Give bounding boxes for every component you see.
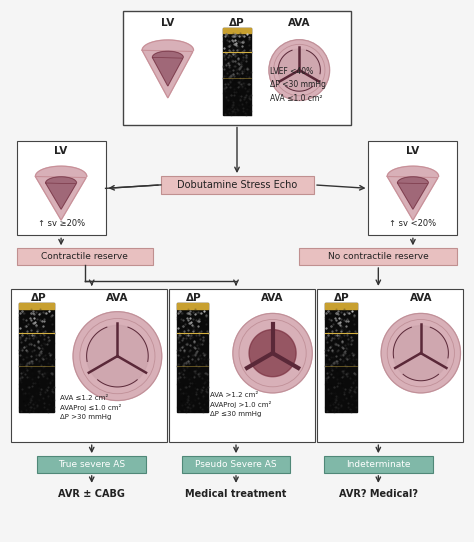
Circle shape <box>233 313 312 393</box>
Polygon shape <box>249 330 273 365</box>
Text: Medical treatment: Medical treatment <box>185 489 287 499</box>
Polygon shape <box>299 49 320 81</box>
Polygon shape <box>36 166 87 220</box>
Text: Contractile reserve: Contractile reserve <box>41 252 128 261</box>
Text: Indeterminate: Indeterminate <box>346 460 410 469</box>
Polygon shape <box>387 166 438 220</box>
Text: AVA: AVA <box>106 293 128 303</box>
Polygon shape <box>87 325 118 371</box>
Bar <box>223 28 251 33</box>
Text: AVA: AVA <box>288 17 310 28</box>
Bar <box>325 302 356 411</box>
Circle shape <box>269 40 329 100</box>
Text: True severe AS: True severe AS <box>58 460 125 469</box>
Polygon shape <box>397 353 445 380</box>
Bar <box>177 302 209 411</box>
Text: AVR ± CABG: AVR ± CABG <box>58 489 125 499</box>
Polygon shape <box>281 70 318 91</box>
Polygon shape <box>142 40 193 98</box>
Bar <box>325 302 356 309</box>
Polygon shape <box>46 177 76 209</box>
Bar <box>182 456 291 473</box>
Text: ↑ sv ≥20%: ↑ sv ≥20% <box>37 219 85 228</box>
Text: ΔP: ΔP <box>30 293 46 303</box>
Text: ↑ sv <20%: ↑ sv <20% <box>389 219 437 228</box>
Circle shape <box>387 319 455 387</box>
Bar <box>169 289 315 442</box>
Text: No contractile reserve: No contractile reserve <box>328 252 428 261</box>
Polygon shape <box>153 51 183 86</box>
Text: LVEF <40%
ΔP <30 mmHg
AVA ≤1.0 cm²: LVEF <40% ΔP <30 mmHg AVA ≤1.0 cm² <box>270 67 326 102</box>
Bar <box>17 248 153 265</box>
Text: ΔP: ΔP <box>229 17 245 28</box>
Text: LV: LV <box>55 146 68 156</box>
Circle shape <box>381 313 460 393</box>
Bar <box>11 289 167 442</box>
Polygon shape <box>118 325 148 371</box>
Text: LV: LV <box>406 146 419 156</box>
Polygon shape <box>273 330 296 365</box>
Circle shape <box>80 319 155 393</box>
Bar <box>37 456 146 473</box>
Bar <box>17 141 106 235</box>
Bar <box>18 302 54 411</box>
Circle shape <box>273 44 325 96</box>
Text: ΔP: ΔP <box>334 293 349 303</box>
Text: AVR? Medical?: AVR? Medical? <box>339 489 418 499</box>
Bar <box>177 302 209 309</box>
Bar <box>123 11 351 125</box>
Bar <box>299 248 457 265</box>
Polygon shape <box>398 177 428 209</box>
Bar <box>317 289 463 442</box>
Circle shape <box>73 312 162 401</box>
Bar <box>368 141 457 235</box>
Text: ΔP: ΔP <box>186 293 201 303</box>
Polygon shape <box>278 49 299 81</box>
Polygon shape <box>91 356 144 387</box>
Polygon shape <box>252 353 293 377</box>
Text: AVA ≤1.2 cm²
AVAProj ≤1.0 cm²
ΔP >30 mmHg: AVA ≤1.2 cm² AVAProj ≤1.0 cm² ΔP >30 mmH… <box>60 395 121 420</box>
Bar <box>223 28 251 114</box>
Bar <box>161 176 314 194</box>
Text: AVA: AVA <box>261 293 284 303</box>
Text: Pseudo Severe AS: Pseudo Severe AS <box>195 460 277 469</box>
Text: LV: LV <box>161 17 174 28</box>
Circle shape <box>239 319 306 387</box>
Text: AVA >1.2 cm²
AVAProj >1.0 cm²
ΔP ≤30 mmHg: AVA >1.2 cm² AVAProj >1.0 cm² ΔP ≤30 mmH… <box>210 392 272 417</box>
Bar <box>18 302 54 309</box>
Text: AVA: AVA <box>410 293 432 303</box>
Text: Dobutamine Stress Echo: Dobutamine Stress Echo <box>177 180 298 190</box>
Bar <box>324 456 433 473</box>
Polygon shape <box>421 326 448 367</box>
Polygon shape <box>393 326 421 367</box>
